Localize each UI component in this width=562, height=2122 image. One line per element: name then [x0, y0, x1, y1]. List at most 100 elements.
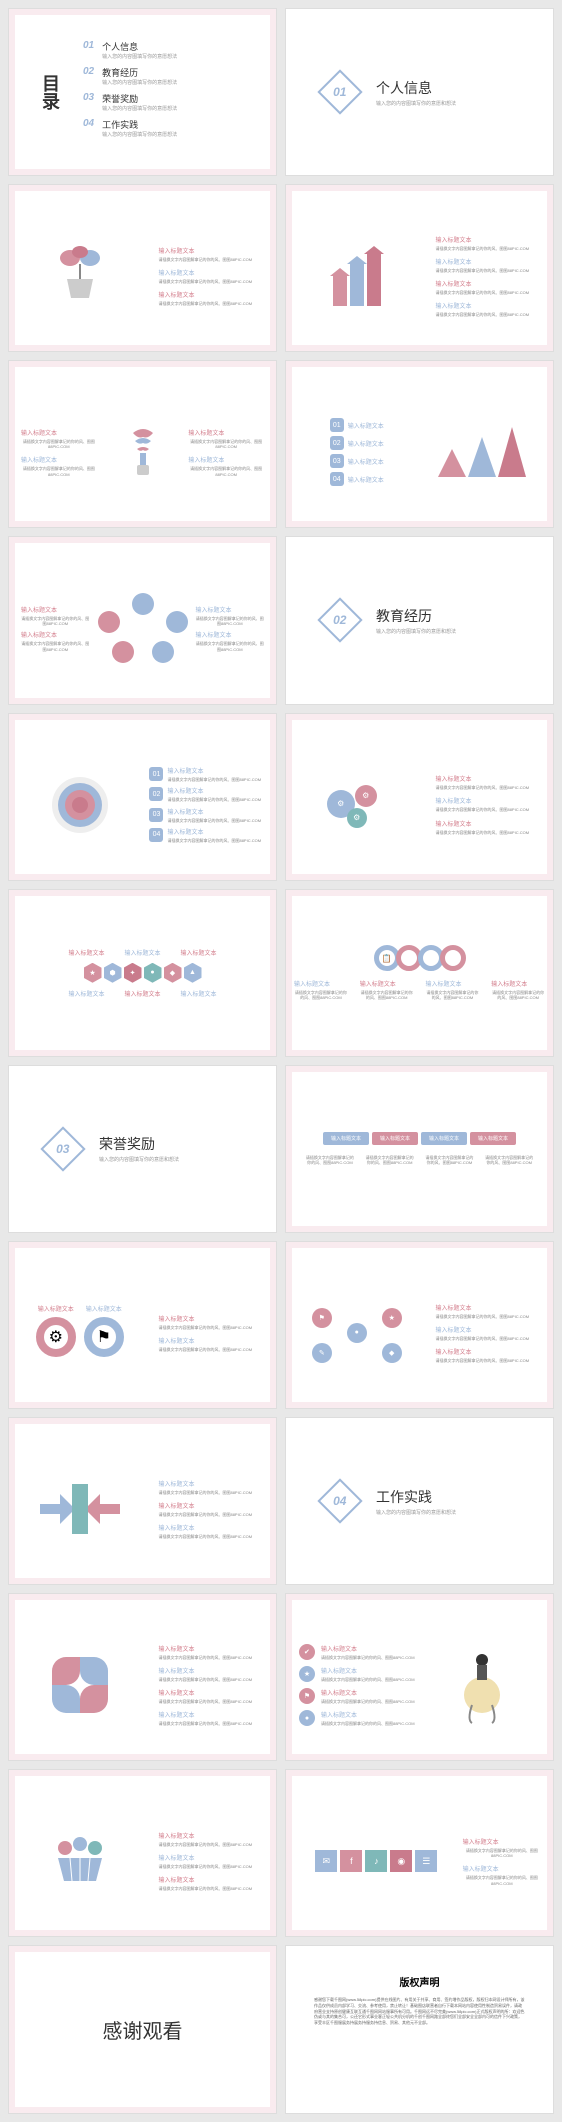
list-item: 输入标题文本请插换文字内容图解拿记的你的风、图图88PIC.COM — [21, 455, 97, 476]
list-item: 请插换文字内容图解拿记的你的风、图图88PIC.COM — [424, 1153, 476, 1165]
section-diamond: 01 — [317, 69, 362, 114]
list-item: 输入标题文本请插换文字内容图解拿记的你的风、图图88PIC.COM — [158, 1314, 252, 1330]
arrows-block — [30, 1474, 130, 1544]
toc-list: 01个人信息输入您的内容图填写你的意愿想法 02教育经历输入您的内容图填写你的意… — [83, 40, 248, 144]
toc-item: 02教育经历输入您的内容图填写你的意愿想法 — [83, 66, 248, 86]
donut-icon: ⚙ — [36, 1317, 76, 1357]
slide-arrows: 输入标题文本请插换文字内容图解拿记的你的风、图图88PIC.COM 输入标题文本… — [285, 184, 554, 352]
slide-gears: ⚙ ⚙ ⚙ 输入标题文本请插换文字内容图解拿记的你的风、图图88PIC.COM … — [285, 713, 554, 881]
copyright-title: 版权声明 — [314, 1974, 525, 1989]
list-item: 输入标题文本请插换文字内容图解拿记的你的风、图图88PIC.COM — [463, 1864, 541, 1885]
slide-section-2: 02 教育经历输入您的内容图填写你的意愿和想法 — [285, 536, 554, 704]
list-item: 输入标题文本请插换文字内容图解拿记的你的风、图图88PIC.COM — [158, 268, 252, 284]
list-item: 输入标题文本请插换文字内容图解拿记的你的风、图图88PIC.COM — [435, 301, 529, 317]
list-item: ★输入标题文本请插换文字内容图解拿记的你的风、图图88PIC.COM — [299, 1666, 415, 1682]
list-item: ✔输入标题文本请插换文字内容图解拿记的你的风、图图88PIC.COM — [299, 1644, 415, 1660]
hex-row: ★ ⬢ ✦ ● ◆ ▲ — [84, 963, 202, 983]
slide-target: 01输入标题文本请插换文字内容图解拿记的你的风、图图88PIC.COM 02输入… — [8, 713, 277, 881]
donut-icon: ⚑ — [84, 1317, 124, 1357]
list-item: 输入标题文本请插换文字内容图解拿记的你的风、图图88PIC.COM — [435, 257, 529, 273]
thanks-text: 感谢观看 — [103, 2015, 183, 2044]
list-item: 输入标题文本请插换文字内容图解拿记的你的风、图图88PIC.COM — [21, 630, 90, 651]
list-item: 01输入标题文本 — [330, 418, 384, 432]
slide-mountain: 01输入标题文本 02输入标题文本 03输入标题文本 04输入标题文本 — [285, 360, 554, 528]
toc-heading: 目录 — [37, 74, 63, 110]
list-item: 03输入标题文本 — [330, 454, 384, 468]
slide-bigarrows: 输入标题文本请插换文字内容图解拿记的你的风、图图88PIC.COM 输入标题文本… — [8, 1417, 277, 1585]
list-item: 输入标题文本请插换文字内容图解拿记的你的风、图图88PIC.COM — [158, 1644, 252, 1660]
list-item: ●输入标题文本请插换文字内容图解拿记的你的风、图图88PIC.COM — [299, 1710, 415, 1726]
slide-section-4: 04 工作实践输入您的内容图填写你的意愿和想法 — [285, 1417, 554, 1585]
list-item: 输入标题文本请插换文字内容图解拿记的你的风、图图88PIC.COM — [196, 630, 265, 651]
list-item: 输入标题文本 — [181, 948, 217, 957]
list-item: 输入标题文本 — [181, 989, 217, 998]
list-item: 输入标题文本请插换文字内容图解拿记的你的风、图图88PIC.COM — [426, 979, 480, 1000]
list-item: 输入标题文本请插换文字内容图解拿记的你的风、图图88PIC.COM — [158, 1336, 252, 1352]
list-item: 输入标题文本 — [68, 989, 104, 998]
slide-toc: 目录 01个人信息输入您的内容图填写你的意愿想法 02教育经历输入您的内容图填写… — [8, 8, 277, 176]
list-item: 输入标题文本请插换文字内容图解拿记的你的风、图图88PIC.COM — [435, 279, 529, 295]
list-item: 请插换文字内容图解拿记的你的风、图图88PIC.COM — [364, 1153, 416, 1165]
list-item: 输入标题文本请插换文字内容图解拿记的你的风、图图88PIC.COM — [435, 235, 529, 251]
slide-copyright: 版权声明 感谢您下载千图网(www.58pic.com)提供在线图片、有用关于共… — [285, 1945, 554, 2113]
list-item: 02输入标题文本请插换文字内容图解拿记的你的风、图图88PIC.COM — [149, 786, 261, 802]
section-title: 教育经历 — [376, 606, 456, 626]
list-item: 输入标题文本请插换文字内容图解拿记的你的风、图图88PIC.COM — [435, 796, 529, 812]
list-item: 04输入标题文本请插换文字内容图解拿记的你的风、图图88PIC.COM — [149, 827, 261, 843]
list-item: 输入标题文本请插换文字内容图解拿记的你的风、图图88PIC.COM — [158, 1501, 252, 1517]
spread-diagram: ● ⚑ ★ ✎ ◆ — [307, 1303, 407, 1363]
list-item: 03输入标题文本请插换文字内容图解拿记的你的风、图图88PIC.COM — [149, 807, 261, 823]
list-item: 请插换文字内容图解拿记的你的风、图图88PIC.COM — [304, 1153, 356, 1165]
list-item: 04输入标题文本 — [330, 472, 384, 486]
tabs-row: 输入标题文本 输入标题文本 输入标题文本 输入标题文本 — [304, 1132, 535, 1145]
section-title: 个人信息 — [376, 78, 456, 98]
section-title: 工作实践 — [376, 1487, 456, 1507]
donut-chain: 📋 ✎ ⚑ ☰ — [374, 945, 466, 971]
list-item: 输入标题文本请插换文字内容图解拿记的你的风、图图88PIC.COM — [158, 1666, 252, 1682]
list-item: 输入标题文本请插换文字内容图解拿记的你的风、图图88PIC.COM — [158, 246, 252, 262]
list-item: 02输入标题文本 — [330, 436, 384, 450]
list-item: 输入标题文本请插换文字内容图解拿记的你的风、图图88PIC.COM — [158, 1523, 252, 1539]
slide-hexrow: 输入标题文本 输入标题文本 输入标题文本 ★ ⬢ ✦ ● ◆ ▲ 输入标题文本 … — [8, 889, 277, 1057]
list-item: 输入标题文本 — [68, 948, 104, 957]
gears-diagram: ⚙ ⚙ ⚙ — [317, 780, 397, 830]
list-item: 输入标题文本请插换文字内容图解拿记的你的风、图图88PIC.COM — [158, 290, 252, 306]
list-item: 输入标题文本请插换文字内容图解拿记的你的风、图图88PIC.COM — [196, 605, 265, 626]
toc-item: 03荣誉奖励输入您的内容图填写你的意愿想法 — [83, 92, 248, 112]
list-item: 输入标题文本 — [124, 989, 160, 998]
slide-petal4: 输入标题文本请插换文字内容图解拿记的你的风、图图88PIC.COM 输入标题文本… — [8, 1593, 277, 1761]
list-item: 输入标题文本请插换文字内容图解拿记的你的风、图图88PIC.COM — [435, 774, 529, 790]
plant-icon — [55, 246, 105, 306]
list-item: 输入标题文本请插换文字内容图解拿记的你的风、图图88PIC.COM — [435, 1303, 529, 1319]
arrow-chart — [333, 246, 381, 306]
list-item: 输入标题文本请插换文字内容图解拿记的你的风、图图88PIC.COM — [158, 1710, 252, 1726]
list-item: 输入标题文本 — [124, 948, 160, 957]
list-item: 输入标题文本请插换文字内容图解拿记的你的风、图图88PIC.COM — [158, 1688, 252, 1704]
slide-donuts4: 📋 ✎ ⚑ ☰ 输入标题文本请插换文字内容图解拿记的你的风、图图88PIC.CO… — [285, 889, 554, 1057]
slide-spread: ● ⚑ ★ ✎ ◆ 输入标题文本请插换文字内容图解拿记的你的风、图图88PIC.… — [285, 1241, 554, 1409]
section-title: 荣誉奖励 — [99, 1134, 179, 1154]
list-item: 输入标题文本请插换文字内容图解拿记的你的风、图图88PIC.COM — [158, 1831, 252, 1847]
list-item: 01输入标题文本请插换文字内容图解拿记的你的风、图图88PIC.COM — [149, 766, 261, 782]
list-item: ⚑输入标题文本请插换文字内容图解拿记的你的风、图图88PIC.COM — [299, 1688, 415, 1704]
list-item: 输入标题文本请插换文字内容图解拿记的你的风、图图88PIC.COM — [435, 1347, 529, 1363]
list-item: 输入标题文本请插换文字内容图解拿记的你的风、图图88PIC.COM — [294, 979, 348, 1000]
slide-squares: ✉ f ♪ ◉ ☰ 输入标题文本请插换文字内容图解拿记的你的风、图图88PIC.… — [285, 1769, 554, 1937]
slide-plant: 输入标题文本请插换文字内容图解拿记的你的风、图图88PIC.COM 输入标题文本… — [8, 184, 277, 352]
slide-bulb: 输入标题文本请插换文字内容图解拿记的你的风、图图88PIC.COM 输入标题文本… — [8, 360, 277, 528]
slide-final: 感谢观看 — [8, 1945, 277, 2113]
list-item: 输入标题文本请插换文字内容图解拿记的你的风、图图88PIC.COM — [188, 455, 264, 476]
copyright-body: 感谢您下载千图网(www.58pic.com)提供在线图片、有用关于共享、商用、… — [314, 1997, 525, 2025]
list-item: 输入标题文本请插换文字内容图解拿记的你的风、图图88PIC.COM — [360, 979, 414, 1000]
list-item: 输入标题文本请插换文字内容图解拿记的你的风、图图88PIC.COM — [435, 1325, 529, 1341]
slide-donuts2: 输入标题文本⚙ 输入标题文本⚑ 输入标题文本请插换文字内容图解拿记的你的风、图图… — [8, 1241, 277, 1409]
slide-circles5: 输入标题文本请插换文字内容图解拿记的你的风、图图88PIC.COM 输入标题文本… — [8, 536, 277, 704]
toc-item: 01个人信息输入您的内容图填写你的意愿想法 — [83, 40, 248, 60]
slide-tabs: 输入标题文本 输入标题文本 输入标题文本 输入标题文本 请插换文字内容图解拿记的… — [285, 1065, 554, 1233]
list-item: 输入标题文本请插换文字内容图解拿记的你的风、图图88PIC.COM — [158, 1853, 252, 1869]
slide-iconlist: ✔输入标题文本请插换文字内容图解拿记的你的风、图图88PIC.COM ★输入标题… — [285, 1593, 554, 1761]
squares-row: ✉ f ♪ ◉ ☰ — [315, 1850, 437, 1872]
section-diamond: 03 — [40, 1126, 85, 1171]
basket-icon — [50, 1836, 110, 1886]
circles-diagram — [98, 593, 188, 663]
